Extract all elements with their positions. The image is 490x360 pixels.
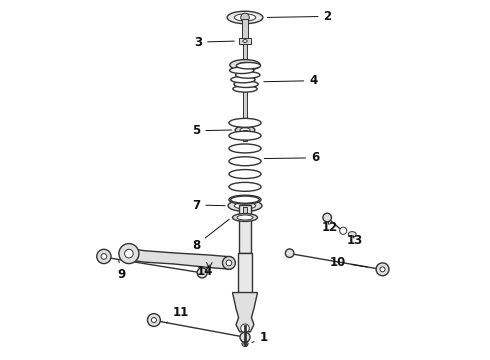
Text: 1: 1 bbox=[252, 332, 268, 345]
Polygon shape bbox=[123, 248, 231, 269]
Ellipse shape bbox=[229, 170, 261, 179]
Text: 7: 7 bbox=[192, 198, 225, 212]
Bar bbox=[243, 207, 247, 217]
Circle shape bbox=[380, 267, 385, 272]
Ellipse shape bbox=[229, 157, 261, 166]
Ellipse shape bbox=[231, 196, 259, 203]
Text: 9: 9 bbox=[118, 261, 126, 281]
Circle shape bbox=[119, 244, 139, 264]
Circle shape bbox=[285, 249, 294, 257]
Circle shape bbox=[101, 253, 107, 259]
Circle shape bbox=[97, 249, 111, 264]
Ellipse shape bbox=[238, 62, 252, 68]
Circle shape bbox=[226, 260, 232, 266]
Ellipse shape bbox=[235, 126, 255, 134]
Circle shape bbox=[197, 268, 207, 278]
Ellipse shape bbox=[230, 67, 254, 73]
Text: 12: 12 bbox=[322, 221, 338, 234]
Bar bbox=[239, 38, 251, 44]
Ellipse shape bbox=[348, 231, 356, 237]
Ellipse shape bbox=[230, 60, 260, 70]
Circle shape bbox=[323, 213, 331, 222]
Ellipse shape bbox=[234, 81, 258, 87]
Circle shape bbox=[124, 249, 133, 258]
Ellipse shape bbox=[229, 195, 261, 204]
Ellipse shape bbox=[229, 183, 261, 191]
Circle shape bbox=[241, 13, 249, 22]
Text: 6: 6 bbox=[264, 151, 319, 165]
Text: 11: 11 bbox=[167, 306, 189, 323]
Ellipse shape bbox=[236, 72, 260, 78]
Ellipse shape bbox=[231, 76, 255, 83]
Bar bbox=[243, 44, 247, 62]
Ellipse shape bbox=[237, 215, 253, 220]
Ellipse shape bbox=[234, 14, 256, 21]
Ellipse shape bbox=[229, 118, 261, 127]
Circle shape bbox=[240, 332, 250, 342]
Text: 14: 14 bbox=[197, 265, 213, 278]
Ellipse shape bbox=[234, 203, 256, 209]
Text: 4: 4 bbox=[264, 74, 318, 87]
Bar bbox=[243, 89, 247, 121]
Ellipse shape bbox=[240, 128, 250, 132]
Circle shape bbox=[241, 324, 249, 333]
Ellipse shape bbox=[227, 11, 263, 24]
Ellipse shape bbox=[243, 40, 247, 42]
Ellipse shape bbox=[229, 144, 261, 153]
Bar bbox=[238, 253, 252, 296]
Ellipse shape bbox=[228, 200, 262, 211]
Text: 2: 2 bbox=[268, 10, 332, 23]
Text: 5: 5 bbox=[192, 124, 231, 137]
Ellipse shape bbox=[236, 63, 261, 69]
Bar bbox=[239, 205, 251, 253]
Ellipse shape bbox=[242, 342, 248, 345]
Bar bbox=[243, 130, 247, 141]
Text: 3: 3 bbox=[194, 36, 234, 49]
Text: 13: 13 bbox=[347, 234, 363, 247]
Text: 8: 8 bbox=[192, 219, 229, 252]
Ellipse shape bbox=[229, 131, 261, 140]
Text: 10: 10 bbox=[330, 256, 368, 269]
Bar bbox=[242, 19, 248, 39]
Circle shape bbox=[147, 314, 160, 327]
Circle shape bbox=[222, 256, 235, 269]
Circle shape bbox=[151, 318, 156, 323]
Circle shape bbox=[376, 263, 389, 276]
Circle shape bbox=[340, 227, 347, 234]
Ellipse shape bbox=[232, 213, 258, 221]
Ellipse shape bbox=[243, 343, 247, 346]
Ellipse shape bbox=[233, 86, 257, 92]
Polygon shape bbox=[232, 293, 258, 332]
